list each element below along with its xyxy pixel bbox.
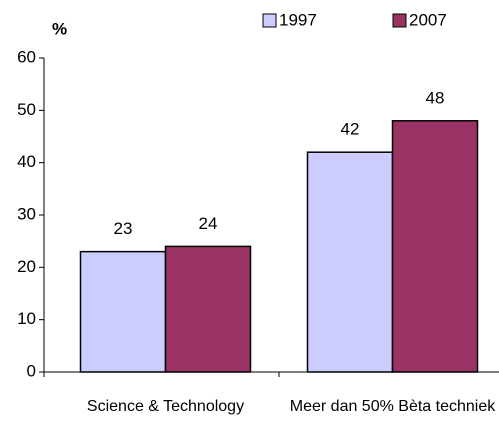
data-label: 24 — [199, 214, 218, 233]
y-tick-label: 10 — [17, 309, 36, 328]
y-tick-label: 60 — [17, 47, 36, 66]
bar — [391, 120, 479, 373]
y-tick-label: 30 — [17, 204, 36, 223]
legend-swatch — [262, 13, 277, 28]
data-label: 42 — [341, 120, 360, 139]
bar — [306, 151, 394, 373]
y-tick-label: 0 — [27, 361, 36, 380]
bar — [79, 250, 167, 373]
x-tick-label-box: Science & Technology — [86, 398, 245, 415]
data-label: 23 — [114, 219, 133, 238]
x-tick-label-box: Meer dan 50% Bèta techniek — [289, 398, 496, 415]
y-tick-label: 40 — [17, 152, 36, 171]
x-tick-label: Science & Technology — [86, 398, 245, 415]
bar — [164, 245, 252, 373]
legend-label: 2007 — [409, 10, 447, 29]
y-tick-label: 20 — [17, 257, 36, 276]
y-tick-label: 50 — [17, 100, 36, 119]
legend-label: 1997 — [279, 10, 317, 29]
y-axis-label: % — [52, 19, 67, 38]
legend-swatch — [392, 13, 407, 28]
x-tick-label: Meer dan 50% Bèta techniek — [289, 398, 496, 415]
data-label: 48 — [426, 88, 445, 107]
